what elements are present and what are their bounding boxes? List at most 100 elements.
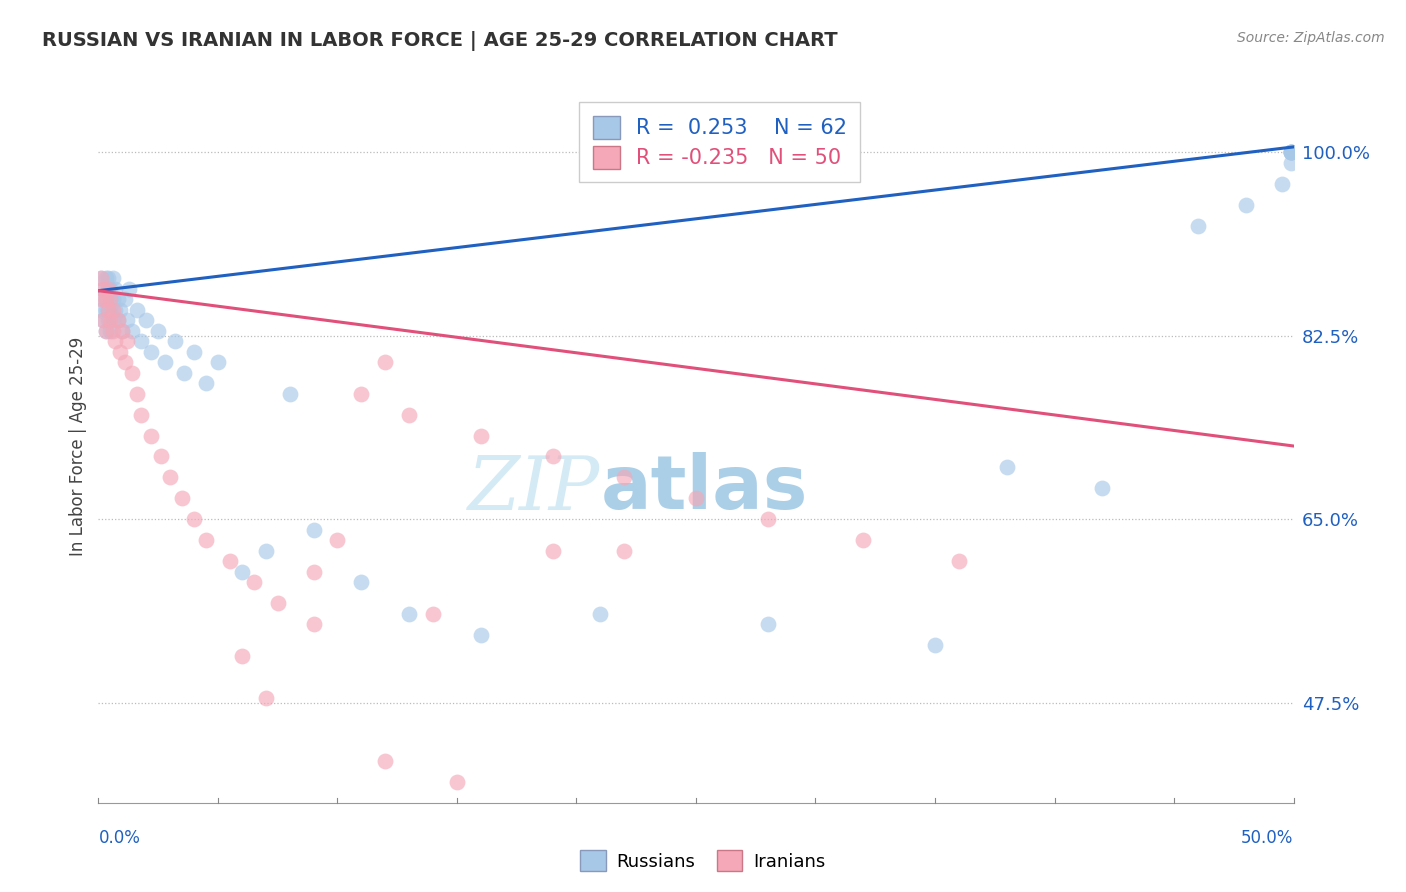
Point [541, 450, 564, 464]
Point [756, 512, 779, 526]
Point [111, 324, 134, 338]
Point [278, 386, 301, 401]
Point [104, 334, 127, 348]
Point [685, 491, 707, 506]
Point [104, 282, 127, 296]
Point [101, 271, 124, 285]
Point [108, 344, 131, 359]
Point [231, 648, 253, 663]
Point [125, 302, 148, 317]
Point [107, 313, 129, 327]
Point [446, 774, 468, 789]
Point [90, 302, 112, 317]
Point [254, 690, 277, 705]
Legend: Russians, Iranians: Russians, Iranians [574, 843, 832, 879]
Point [139, 344, 162, 359]
Point [1091, 481, 1114, 495]
Point [1279, 145, 1302, 160]
Point [131, 334, 153, 348]
Point [114, 355, 136, 369]
Text: RUSSIAN VS IRANIAN IN LABOR FORCE | AGE 25-29 CORRELATION CHART: RUSSIAN VS IRANIAN IN LABOR FORCE | AGE … [42, 31, 838, 51]
Point [115, 334, 138, 348]
Point [398, 408, 420, 422]
Point [104, 302, 127, 317]
Point [101, 302, 124, 317]
Point [852, 533, 875, 548]
Point [98, 302, 122, 317]
Point [115, 313, 138, 327]
Point [172, 491, 194, 506]
Point [1271, 177, 1294, 191]
Point [756, 617, 779, 632]
Point [350, 575, 373, 590]
Point [613, 470, 636, 484]
Point [173, 366, 195, 380]
Point [131, 408, 153, 422]
Text: ZIP: ZIP [468, 452, 600, 525]
Point [541, 544, 564, 558]
Point [121, 366, 143, 380]
Point [326, 533, 349, 548]
Point [107, 292, 129, 306]
Point [94, 324, 117, 338]
Point [125, 386, 148, 401]
Point [90, 271, 112, 285]
Point [163, 334, 186, 348]
Point [90, 271, 112, 285]
Point [219, 554, 242, 568]
Point [1279, 155, 1302, 169]
Point [97, 282, 120, 296]
Point [422, 607, 444, 621]
Point [114, 292, 136, 306]
Point [148, 324, 170, 338]
Point [948, 554, 970, 568]
Text: 0.0%: 0.0% [98, 829, 141, 847]
Point [94, 302, 117, 317]
Point [97, 302, 120, 317]
Point [118, 282, 141, 296]
Point [159, 470, 181, 484]
Point [243, 575, 266, 590]
Point [98, 313, 122, 327]
Point [98, 292, 122, 306]
Point [101, 324, 124, 338]
Point [924, 639, 946, 653]
Point [91, 292, 114, 306]
Point [254, 544, 277, 558]
Point [1279, 145, 1302, 160]
Point [195, 376, 218, 390]
Point [1234, 197, 1257, 211]
Point [135, 313, 157, 327]
Point [1279, 145, 1302, 160]
Point [91, 313, 114, 327]
Point [613, 544, 636, 558]
Point [108, 302, 131, 317]
Point [94, 324, 117, 338]
Point [350, 386, 373, 401]
Point [183, 344, 205, 359]
Point [97, 282, 120, 296]
Text: 50.0%: 50.0% [1241, 829, 1294, 847]
Point [97, 302, 120, 317]
Point [231, 565, 253, 579]
Point [1279, 145, 1302, 160]
Point [91, 282, 114, 296]
Point [302, 523, 325, 537]
Text: atlas: atlas [600, 452, 807, 525]
Point [94, 292, 117, 306]
Point [267, 596, 290, 610]
Point [98, 282, 122, 296]
Point [107, 313, 129, 327]
Point [98, 292, 122, 306]
Point [302, 565, 325, 579]
Point [470, 428, 492, 442]
Text: Source: ZipAtlas.com: Source: ZipAtlas.com [1237, 31, 1385, 45]
Point [374, 355, 396, 369]
Point [97, 271, 120, 285]
Point [589, 607, 612, 621]
Point [101, 292, 124, 306]
Legend: R =  0.253    N = 62, R = -0.235   N = 50: R = 0.253 N = 62, R = -0.235 N = 50 [579, 103, 860, 182]
Point [374, 754, 396, 768]
Point [101, 313, 124, 327]
Point [1187, 219, 1209, 233]
